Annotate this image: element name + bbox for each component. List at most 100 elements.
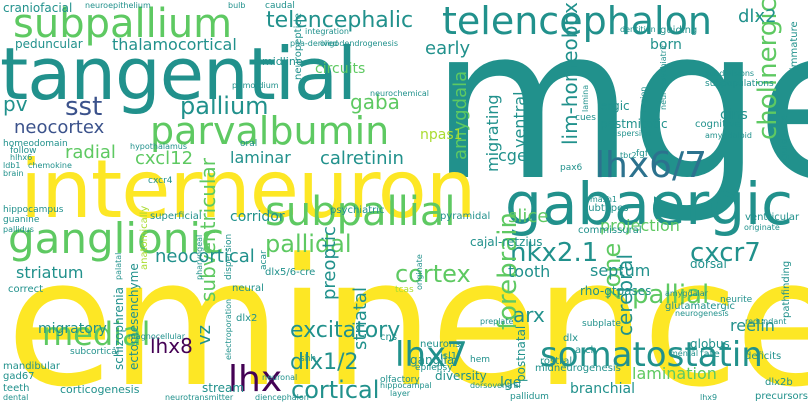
word-interneuron: interneuron (20, 143, 476, 236)
word-striatum: striatum (16, 263, 84, 282)
word-tbr2: tbr2 (620, 151, 637, 160)
word-pyramidal: neural (232, 283, 264, 294)
word-septum: septum (590, 261, 651, 280)
word-nkx2-1: nkx2.1 (510, 238, 599, 268)
word-psychiatric: psychiatric (330, 205, 385, 216)
word-amygdaloid: amygdaloid (705, 131, 752, 140)
word-dlx: dlx (563, 333, 579, 344)
word-oligodendrocytes: electroporation (224, 298, 233, 360)
word-subventricular: early (425, 38, 471, 59)
word-circuits: circuits (315, 61, 366, 77)
word-cxcr4: midline (262, 55, 303, 68)
word-cognitive: subdivisions (705, 69, 755, 78)
word-cns: cns (380, 332, 398, 343)
word-oligodendrogenesis: oligodendrogenesis (320, 39, 399, 48)
word-gad67: gad67 (3, 371, 35, 382)
word-ergic: ergic (600, 99, 630, 113)
word-gabaergic: gabaergic (505, 170, 794, 238)
word-stream: stream (202, 381, 245, 395)
word-tcas: pyramidal (440, 211, 491, 222)
word-ganglionic: ganglionic (8, 214, 225, 263)
word-mge: mge (430, 0, 808, 227)
word-branchial: branchial (570, 381, 636, 397)
word-lhx7: lhx7 (395, 335, 468, 375)
word-cajal-retzius: cajal-retzius (470, 235, 543, 249)
word-ventral: ventral (510, 91, 529, 148)
word-mandibular: mandibular (3, 361, 61, 372)
word-lateral: neuropsychiatric (659, 43, 668, 110)
word-eminence: eminence (6, 221, 808, 404)
word-oral: bulb (228, 1, 246, 10)
word-projection: projection (600, 216, 680, 235)
word-hlhx6: cxcr4 (148, 176, 173, 186)
word-layer: layer (390, 389, 411, 398)
word-postnatal: lhx9 (700, 393, 718, 402)
word-pallidum: pallidum (510, 392, 549, 402)
word-globus: globus (690, 337, 730, 351)
word-subpallium: subpallium (13, 1, 233, 47)
word-pv: pv (3, 92, 28, 116)
word-subdivisions: immature (789, 21, 800, 70)
word-deficits: deficits (745, 351, 782, 362)
word-bulb: primordium (232, 81, 279, 90)
word-mash1: mash1 (590, 195, 618, 204)
word-cge: cge (498, 146, 527, 165)
word-dorsal: dorsal (690, 257, 727, 271)
word-guanine: brain (3, 169, 24, 178)
word-shh: shh (300, 354, 317, 364)
word-chemokine: hlhx6 (10, 153, 33, 162)
word-diencephalon: diencephalon (255, 393, 309, 402)
word-ganglia: ganglia (410, 353, 455, 367)
word-sst: sst (65, 92, 103, 122)
word-arch: arch (575, 345, 597, 356)
word-subpopulations: guidance (779, 114, 790, 160)
word-dentition: dentition (620, 25, 656, 34)
word-lhx: lhx (228, 359, 283, 400)
word-brain: ldb1 (3, 161, 21, 170)
word-lhx9: postnatal (514, 325, 528, 382)
word-glutamatergic: glutamatergic (665, 301, 736, 312)
word-ldb1: follow (10, 146, 37, 156)
word-neurotransmitter: neurotransmitter (165, 393, 234, 402)
word-dlx2b: dlx2b (765, 377, 793, 388)
word-thalamocortical: thalamocortical (112, 35, 237, 54)
word-amygdala: amygdala (450, 70, 471, 160)
word-rho-gtpases: rho-gtpases (580, 284, 652, 298)
word-immature: subpopulations (705, 79, 774, 89)
word-lim-homeobox: lim-homeobox (558, 2, 582, 145)
word-precursors: precursors (755, 391, 808, 402)
word-laminar: laminar (230, 148, 291, 167)
word-somatostatin: somatostatin (540, 335, 763, 375)
word-schizophrenia: schizophrenia (112, 287, 126, 370)
word-tooth: tooth (508, 262, 551, 281)
word-amygdalar: pathfinding (781, 260, 792, 318)
word-caudal: caudal (265, 1, 295, 11)
word-neurons: neurons (420, 339, 461, 350)
word-hem: hem (470, 355, 491, 365)
word-subpallial: subpallial (265, 189, 456, 235)
word-invade: subcortical (70, 347, 120, 357)
word-pallial: pallial (632, 280, 710, 310)
word-olfactory: olfactory (380, 375, 420, 385)
word-lge: lge (500, 375, 522, 391)
word-reelin: reelin (730, 316, 775, 335)
word-guidance: cognitive (695, 119, 741, 130)
word-dorsoventral: dorsoventral (470, 381, 521, 390)
word-hippocampal: hippocampal (380, 381, 432, 390)
word-cxcr7: cxcr7 (690, 238, 761, 268)
word-medial: medial (42, 315, 151, 353)
word-postmitotic: postmitotic (600, 117, 668, 131)
word-subplate: subplate (582, 319, 621, 329)
word-dlx2: dlx2 (738, 6, 777, 27)
word-pallidus: hippocampus (3, 205, 64, 215)
word-cortex: cortex (395, 260, 471, 288)
word-lhx6-7: lhx6/7 (595, 145, 708, 186)
word-radial: radial (65, 142, 116, 163)
word-originate: ventricular (745, 212, 800, 223)
word-slice: slice (508, 206, 549, 227)
word-guiding: guiding (660, 25, 698, 36)
word-telencephalic: telencephalic (266, 8, 414, 33)
word-pathfinding: neurogenesis (675, 309, 729, 318)
word-peduncular: peduncular (15, 37, 83, 51)
